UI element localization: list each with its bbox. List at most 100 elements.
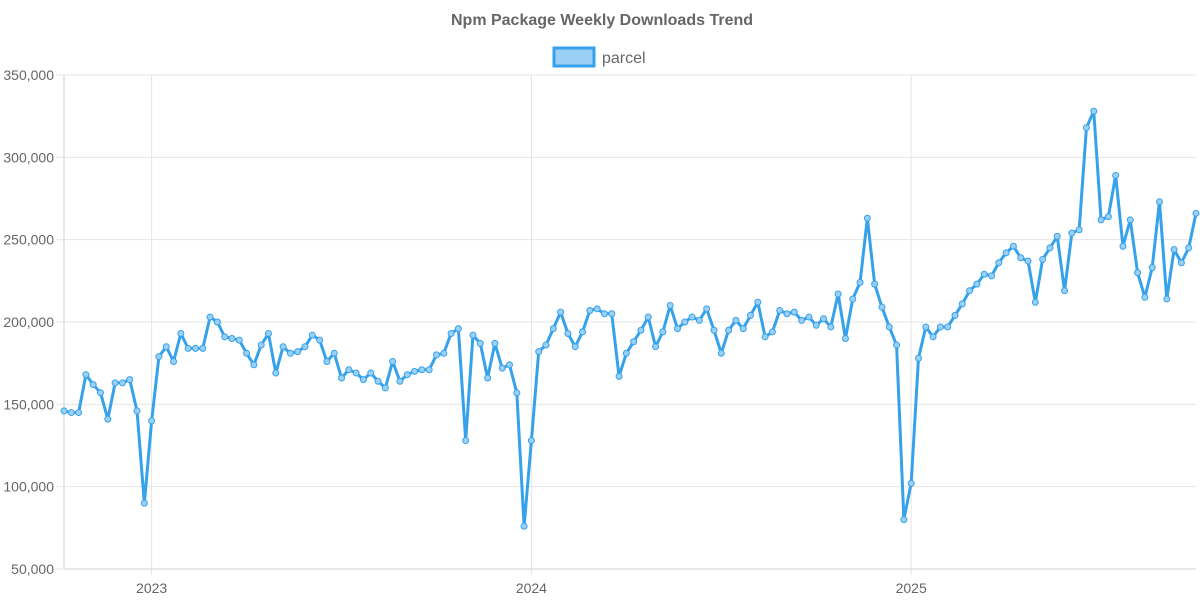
data-point bbox=[966, 287, 974, 295]
data-point bbox=[659, 328, 667, 336]
data-point bbox=[1134, 269, 1142, 277]
axes bbox=[63, 75, 1196, 570]
data-point bbox=[1155, 198, 1163, 206]
data-point bbox=[973, 280, 981, 288]
data-point bbox=[432, 351, 440, 359]
data-point bbox=[126, 376, 134, 384]
data-point bbox=[812, 321, 820, 329]
data-point bbox=[834, 290, 842, 298]
data-point bbox=[272, 369, 280, 377]
data-point bbox=[367, 369, 375, 377]
data-point bbox=[688, 313, 696, 321]
data-point bbox=[849, 295, 857, 303]
data-point bbox=[133, 407, 141, 415]
y-tick-label: 50,000 bbox=[11, 561, 54, 577]
data-point bbox=[988, 272, 996, 280]
data-point bbox=[615, 372, 623, 380]
data-point bbox=[345, 366, 353, 374]
data-point bbox=[1053, 232, 1061, 240]
data-point bbox=[557, 308, 565, 316]
legend[interactable]: parcel bbox=[552, 46, 646, 68]
data-point bbox=[454, 325, 462, 333]
data-point bbox=[827, 323, 835, 331]
data-point bbox=[411, 367, 419, 375]
data-point bbox=[907, 479, 915, 487]
data-point bbox=[951, 311, 959, 319]
data-point bbox=[1024, 257, 1032, 265]
data-point bbox=[97, 389, 105, 397]
data-point bbox=[206, 313, 214, 321]
data-point bbox=[89, 381, 97, 389]
data-point bbox=[418, 366, 426, 374]
data-point bbox=[162, 343, 170, 351]
data-point bbox=[425, 366, 433, 374]
data-point bbox=[1185, 244, 1193, 252]
data-point bbox=[374, 377, 382, 385]
data-point bbox=[506, 361, 513, 369]
data-point bbox=[1061, 287, 1069, 295]
data-point bbox=[747, 311, 754, 319]
data-point bbox=[1097, 216, 1105, 224]
data-point bbox=[469, 331, 477, 339]
data-point bbox=[958, 300, 966, 308]
data-point bbox=[1068, 229, 1076, 237]
data-point bbox=[1075, 226, 1083, 234]
data-point bbox=[82, 371, 90, 379]
data-point bbox=[199, 344, 207, 352]
data-point bbox=[1119, 242, 1127, 250]
data-point bbox=[148, 417, 156, 425]
data-point bbox=[1163, 295, 1171, 303]
data-point bbox=[104, 415, 112, 423]
data-point bbox=[491, 339, 499, 347]
data-point bbox=[60, 407, 68, 415]
data-point bbox=[761, 333, 769, 341]
data-point bbox=[622, 349, 630, 357]
data-point bbox=[520, 522, 528, 530]
data-point bbox=[717, 349, 725, 357]
data-point bbox=[308, 331, 316, 339]
data-point bbox=[476, 339, 484, 347]
data-point bbox=[184, 344, 192, 352]
data-point bbox=[338, 374, 346, 382]
data-point bbox=[1017, 254, 1025, 262]
data-point bbox=[1177, 259, 1185, 267]
data-point bbox=[703, 305, 711, 313]
legend-label-parcel[interactable]: parcel bbox=[602, 50, 646, 67]
x-tick-label: 2024 bbox=[516, 580, 547, 596]
data-point bbox=[630, 338, 638, 346]
data-point bbox=[644, 313, 652, 321]
y-tick-label: 300,000 bbox=[3, 149, 54, 165]
data-point bbox=[1031, 298, 1039, 306]
data-point bbox=[250, 361, 258, 369]
y-axis-tick-labels: 50,000 100,000 150,000 200,000 250,000 300,00… bbox=[3, 67, 54, 577]
data-point bbox=[893, 341, 901, 349]
data-point bbox=[820, 315, 828, 323]
data-point bbox=[301, 343, 309, 351]
y-tick-label: 350,000 bbox=[3, 67, 54, 83]
data-point bbox=[579, 328, 587, 336]
legend-swatch-parcel[interactable] bbox=[552, 46, 596, 68]
data-point bbox=[586, 306, 594, 314]
data-point bbox=[593, 305, 601, 313]
y-tick-label: 150,000 bbox=[3, 396, 54, 412]
data-point bbox=[381, 384, 389, 392]
data-point bbox=[776, 306, 784, 314]
data-point bbox=[1104, 213, 1112, 221]
series-parcel bbox=[60, 107, 1200, 530]
data-point bbox=[155, 353, 163, 361]
data-point bbox=[462, 437, 470, 445]
data-point bbox=[235, 336, 243, 344]
data-point bbox=[600, 310, 608, 318]
data-point bbox=[900, 516, 908, 524]
y-tick-label: 200,000 bbox=[3, 314, 54, 330]
data-point bbox=[885, 323, 893, 331]
data-point bbox=[330, 349, 338, 357]
data-point bbox=[67, 409, 75, 417]
data-point bbox=[1002, 249, 1010, 257]
data-point bbox=[863, 214, 871, 222]
x-tick-label: 2023 bbox=[136, 580, 167, 596]
data-point bbox=[871, 280, 879, 288]
data-point bbox=[754, 298, 762, 306]
data-point bbox=[1192, 209, 1200, 217]
